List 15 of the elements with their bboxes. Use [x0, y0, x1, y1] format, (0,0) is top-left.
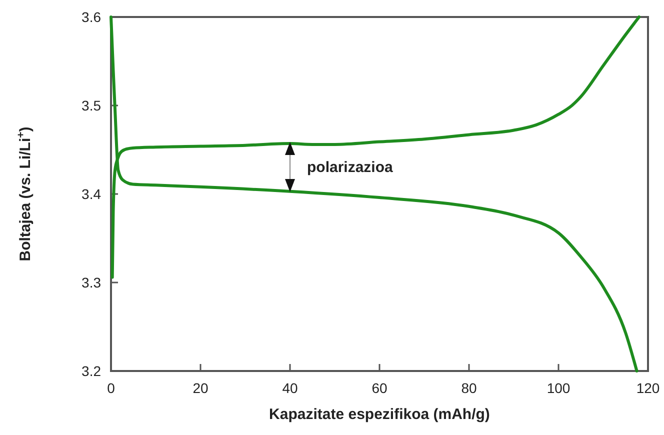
- x-axis-title: Kapazitate espezifikoa (mAh/g): [269, 406, 490, 423]
- y-tick-label: 3.2: [82, 363, 102, 379]
- x-tick-label: 0: [107, 380, 116, 396]
- x-tick-label: 40: [282, 380, 298, 396]
- x-tick-label: 100: [546, 380, 570, 396]
- y-tick-label: 3.5: [82, 98, 102, 114]
- y-tick-label: 3.6: [82, 9, 102, 25]
- x-tick-label: 80: [461, 380, 477, 396]
- y-tick-label: 3.3: [82, 274, 102, 290]
- x-tick-label: 120: [636, 380, 660, 396]
- annotation: polarizazioa: [307, 159, 394, 176]
- line-series: [110, 16, 638, 372]
- y-tick-label: 3.4: [82, 186, 102, 202]
- x-tick-label: 20: [192, 380, 208, 396]
- x-tick-label: 60: [372, 380, 388, 396]
